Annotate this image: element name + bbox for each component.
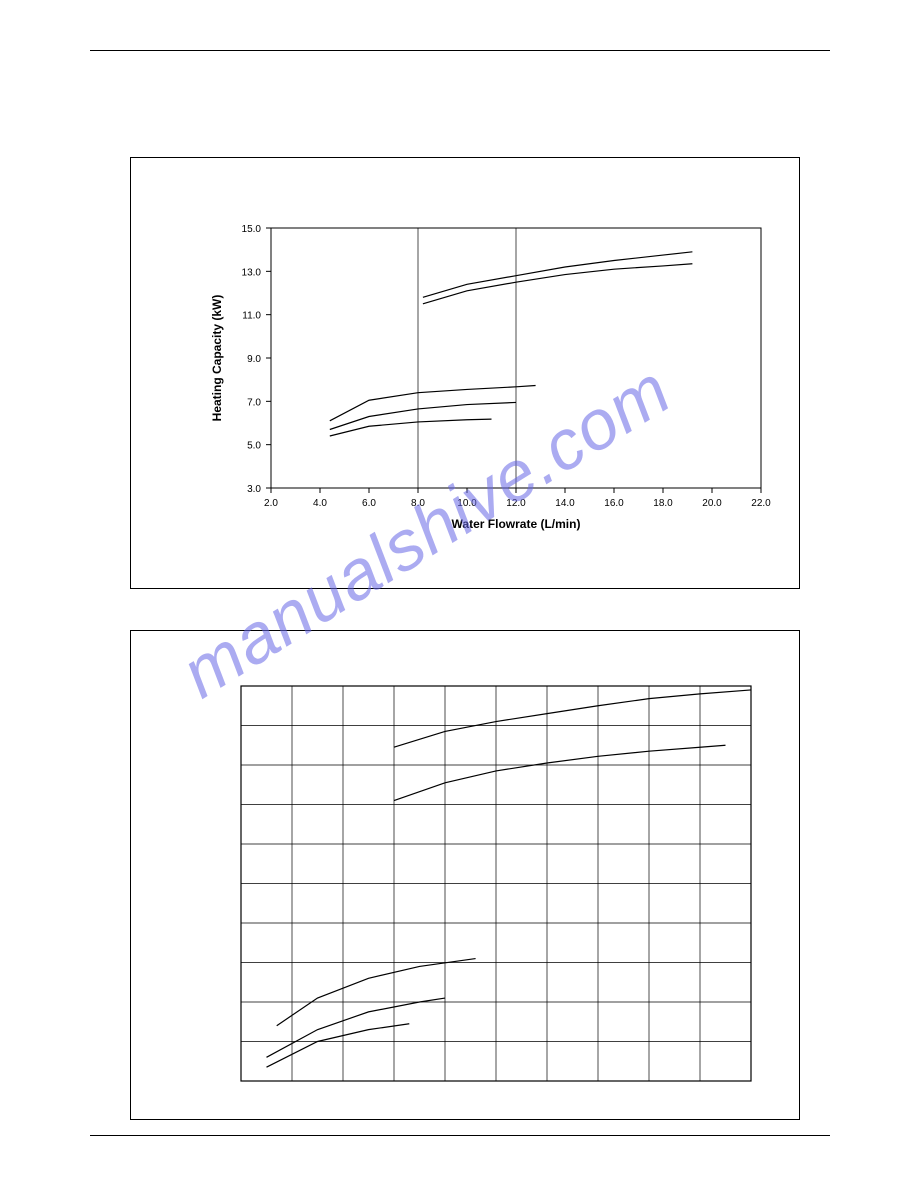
svg-text:20.0: 20.0 xyxy=(702,498,722,509)
chart2-svg xyxy=(131,631,801,1121)
svg-text:3.0: 3.0 xyxy=(247,484,261,495)
svg-text:10.0: 10.0 xyxy=(457,498,477,509)
svg-text:7.0: 7.0 xyxy=(247,397,261,408)
chart2-frame xyxy=(130,630,800,1120)
svg-text:16.0: 16.0 xyxy=(604,498,624,509)
svg-text:Water Flowrate (L/min): Water Flowrate (L/min) xyxy=(452,517,581,531)
svg-text:22.0: 22.0 xyxy=(751,498,771,509)
svg-text:11.0: 11.0 xyxy=(242,311,261,322)
svg-text:9.0: 9.0 xyxy=(247,354,261,365)
svg-text:5.0: 5.0 xyxy=(247,441,261,452)
svg-text:4.0: 4.0 xyxy=(313,498,327,509)
bottom-divider xyxy=(90,1135,830,1136)
chart1-svg: 2.0 4.0 6.0 8.0 10.0 12.0 14.0 16.0 18.0 20.0 22.0… xyxy=(131,158,801,590)
svg-text:18.0: 18.0 xyxy=(653,498,673,509)
svg-text:Heating Capacity (kW): Heating Capacity (kW) xyxy=(210,295,224,422)
svg-text:8.0: 8.0 xyxy=(411,498,425,509)
svg-text:13.0: 13.0 xyxy=(242,267,262,278)
svg-text:14.0: 14.0 xyxy=(555,498,575,509)
top-divider xyxy=(90,50,830,51)
svg-text:12.0: 12.0 xyxy=(506,498,526,509)
svg-text:6.0: 6.0 xyxy=(362,498,376,509)
svg-text:2.0: 2.0 xyxy=(264,498,278,509)
svg-text:15.0: 15.0 xyxy=(242,224,262,235)
chart1-frame: 2.0 4.0 6.0 8.0 10.0 12.0 14.0 16.0 18.0 20.0 22.0… xyxy=(130,157,800,589)
